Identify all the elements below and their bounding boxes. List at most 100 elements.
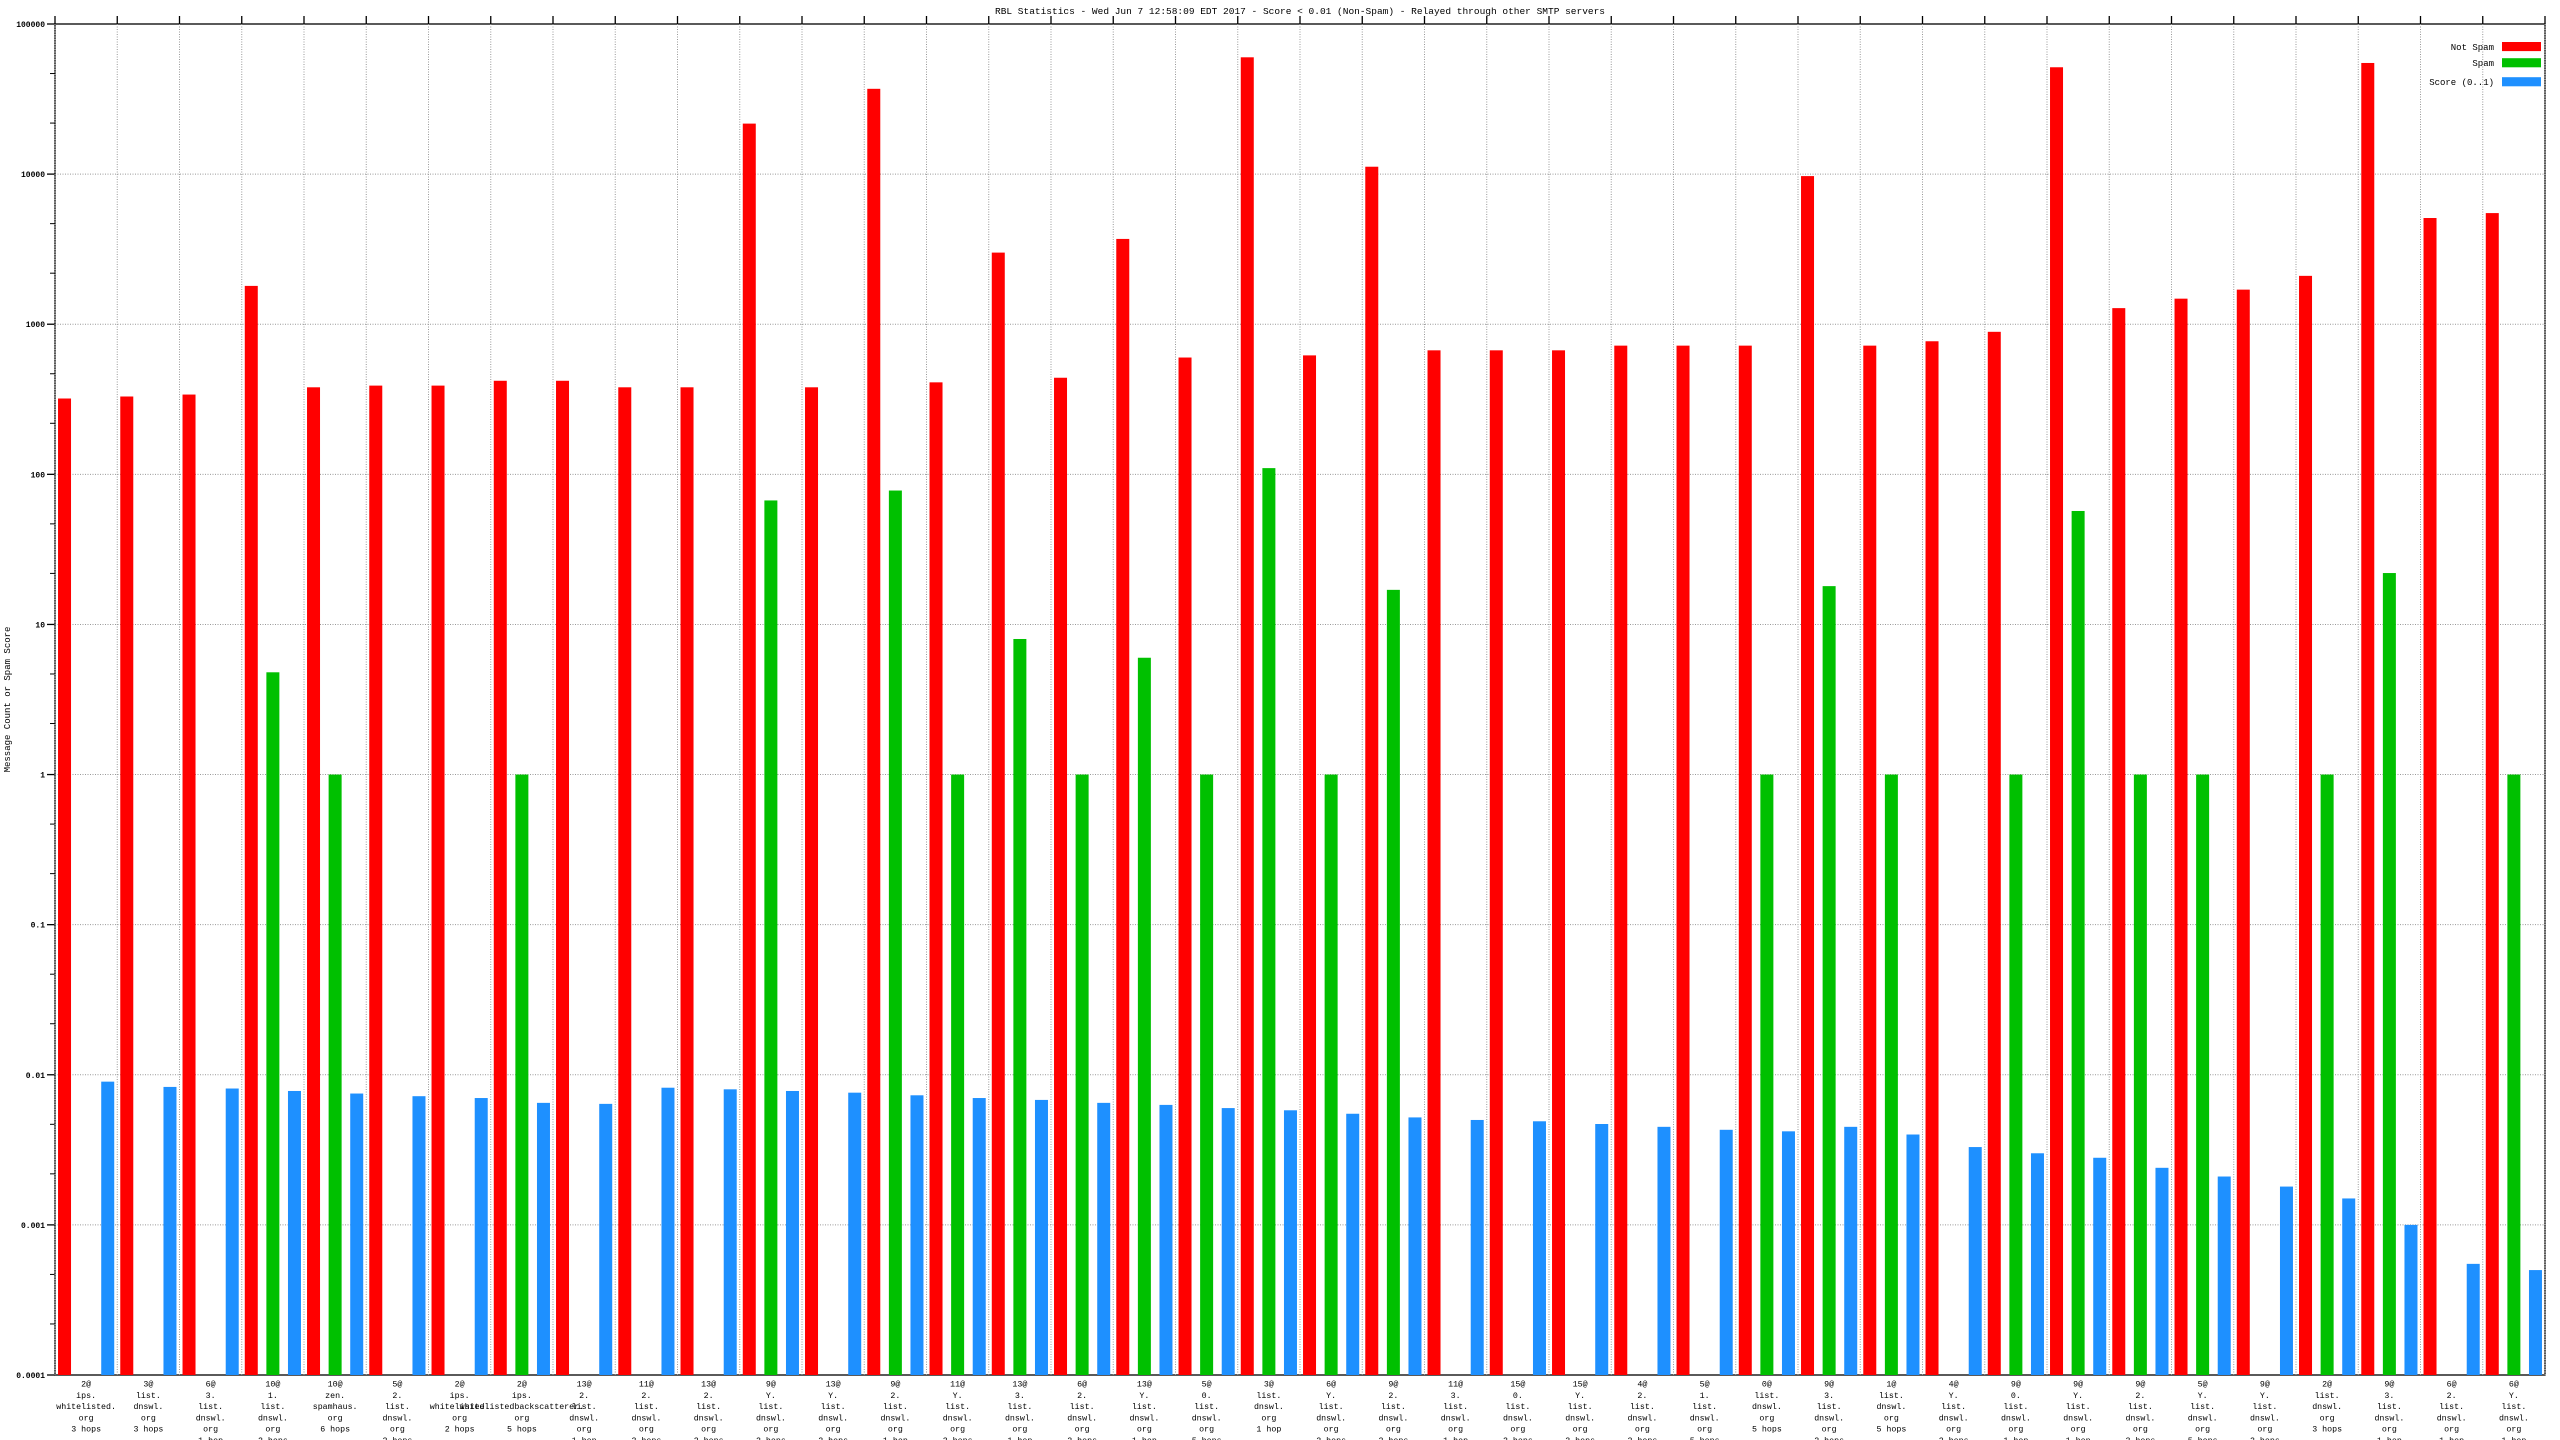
- svg-text:2.: 2.: [2447, 1392, 2457, 1401]
- svg-text:RBL Statistics - Wed Jun 7 12: RBL Statistics - Wed Jun 7 12:58:09 EDT …: [995, 6, 1605, 17]
- svg-text:3.: 3.: [206, 1392, 216, 1401]
- svg-text:3 hops: 3 hops: [2250, 1436, 2280, 1440]
- svg-text:5 hops: 5 hops: [2188, 1436, 2218, 1440]
- svg-text:org: org: [2320, 1414, 2335, 1423]
- svg-text:3 hops: 3 hops: [631, 1436, 661, 1440]
- svg-text:2.: 2.: [2135, 1392, 2145, 1401]
- svg-text:whitelisted.: whitelisted.: [56, 1402, 116, 1412]
- svg-text:org: org: [763, 1426, 778, 1435]
- svg-text:dnswl.: dnswl.: [1316, 1413, 1346, 1423]
- svg-text:list.: list.: [1381, 1402, 1406, 1412]
- svg-text:2.: 2.: [641, 1392, 651, 1401]
- svg-text:list.: list.: [2190, 1402, 2215, 1412]
- svg-text:org: org: [1759, 1414, 1774, 1423]
- svg-text:1000: 1000: [26, 321, 45, 330]
- svg-text:Y.: Y.: [2260, 1392, 2270, 1401]
- svg-text:13@: 13@: [826, 1380, 841, 1390]
- svg-text:org: org: [1261, 1414, 1276, 1423]
- svg-text:9@: 9@: [2260, 1380, 2270, 1390]
- svg-text:13@: 13@: [577, 1380, 592, 1390]
- svg-text:0.1: 0.1: [31, 922, 46, 931]
- svg-text:9@: 9@: [1824, 1380, 1834, 1390]
- svg-text:2.: 2.: [1388, 1392, 1398, 1401]
- svg-text:Y.: Y.: [953, 1392, 963, 1401]
- svg-text:list.: list.: [1256, 1391, 1281, 1401]
- svg-text:Y.: Y.: [1949, 1392, 1959, 1401]
- svg-text:list.: list.: [2003, 1402, 2028, 1412]
- svg-text:org: org: [2444, 1426, 2459, 1435]
- svg-text:dnswl.: dnswl.: [1254, 1402, 1284, 1412]
- svg-text:1 hop: 1 hop: [883, 1436, 908, 1440]
- svg-text:dnswl.: dnswl.: [1627, 1413, 1657, 1423]
- svg-text:1 hop: 1 hop: [1443, 1436, 1468, 1440]
- svg-text:13@: 13@: [1137, 1380, 1152, 1390]
- svg-text:dnswl.: dnswl.: [818, 1413, 848, 1423]
- svg-text:Y.: Y.: [2073, 1392, 2083, 1401]
- svg-text:list.: list.: [1568, 1402, 1593, 1412]
- svg-text:6@: 6@: [2447, 1380, 2457, 1390]
- svg-text:dnswl.: dnswl.: [694, 1413, 724, 1423]
- svg-text:2 hops: 2 hops: [756, 1436, 786, 1440]
- svg-text:1 hop: 1 hop: [1256, 1425, 1281, 1435]
- svg-text:list.: list.: [1194, 1402, 1219, 1412]
- svg-text:100: 100: [31, 471, 46, 480]
- svg-text:dnswl.: dnswl.: [258, 1413, 288, 1423]
- svg-text:list.: list.: [136, 1391, 161, 1401]
- svg-text:list.: list.: [1692, 1402, 1717, 1412]
- svg-text:1 hop: 1 hop: [2066, 1436, 2091, 1440]
- svg-text:3.: 3.: [1015, 1392, 1025, 1401]
- svg-text:2@: 2@: [2322, 1380, 2332, 1390]
- svg-text:10000: 10000: [21, 171, 45, 180]
- svg-text:5@: 5@: [1202, 1380, 1212, 1390]
- svg-text:Score (0..1): Score (0..1): [2429, 78, 2494, 88]
- svg-text:3 hops: 3 hops: [133, 1425, 163, 1435]
- svg-text:org: org: [1012, 1426, 1027, 1435]
- svg-text:ips.: ips.: [512, 1391, 532, 1401]
- svg-text:2@: 2@: [455, 1380, 465, 1390]
- svg-text:4@: 4@: [1949, 1380, 1959, 1390]
- svg-text:1@: 1@: [1886, 1380, 1896, 1390]
- svg-text:org: org: [1448, 1426, 1463, 1435]
- svg-text:6@: 6@: [1077, 1380, 1087, 1390]
- svg-text:1 hop: 1 hop: [198, 1436, 223, 1440]
- svg-text:dnswl.: dnswl.: [2063, 1413, 2093, 1423]
- svg-text:10: 10: [35, 621, 45, 630]
- svg-text:list.: list.: [1879, 1391, 1904, 1401]
- svg-text:11@: 11@: [950, 1380, 965, 1390]
- svg-text:org: org: [701, 1426, 716, 1435]
- svg-text:dnswl.: dnswl.: [196, 1413, 226, 1423]
- svg-text:org: org: [577, 1426, 592, 1435]
- svg-text:3@: 3@: [143, 1380, 153, 1390]
- svg-text:dnswl.: dnswl.: [382, 1413, 412, 1423]
- svg-text:whitelistedbackscatterer.: whitelistedbackscatterer.: [460, 1402, 584, 1412]
- svg-text:Message Count or Spam Score: Message Count or Spam Score: [3, 627, 13, 773]
- svg-text:org: org: [1822, 1426, 1837, 1435]
- svg-text:Y.: Y.: [1326, 1392, 1336, 1401]
- svg-text:13@: 13@: [1012, 1380, 1027, 1390]
- svg-text:Spam: Spam: [2472, 59, 2494, 69]
- svg-text:org: org: [1884, 1414, 1899, 1423]
- svg-text:11@: 11@: [1448, 1380, 1463, 1390]
- svg-text:0.01: 0.01: [26, 1072, 45, 1081]
- svg-text:org: org: [141, 1414, 156, 1423]
- svg-text:2 hops: 2 hops: [1627, 1436, 1657, 1440]
- svg-text:org: org: [203, 1426, 218, 1435]
- svg-text:2.: 2.: [1077, 1392, 1087, 1401]
- svg-text:9@: 9@: [2073, 1380, 2083, 1390]
- svg-text:org: org: [950, 1426, 965, 1435]
- svg-text:org: org: [2257, 1426, 2272, 1435]
- svg-text:0@: 0@: [1762, 1380, 1772, 1390]
- svg-text:spamhaus.: spamhaus.: [313, 1402, 358, 1412]
- svg-text:dnswl.: dnswl.: [569, 1413, 599, 1423]
- svg-text:3 hops: 3 hops: [2125, 1436, 2155, 1440]
- svg-text:5 hops: 5 hops: [1690, 1436, 1720, 1440]
- svg-text:11@: 11@: [639, 1380, 654, 1390]
- svg-text:Y.: Y.: [1139, 1392, 1149, 1401]
- svg-text:list.: list.: [1070, 1402, 1095, 1412]
- svg-text:dnswl.: dnswl.: [2125, 1413, 2155, 1423]
- svg-text:2 hops: 2 hops: [445, 1425, 475, 1435]
- svg-text:list.: list.: [2315, 1391, 2340, 1401]
- svg-text:list.: list.: [1007, 1402, 1032, 1412]
- svg-text:5@: 5@: [392, 1380, 402, 1390]
- svg-text:dnswl.: dnswl.: [2001, 1413, 2031, 1423]
